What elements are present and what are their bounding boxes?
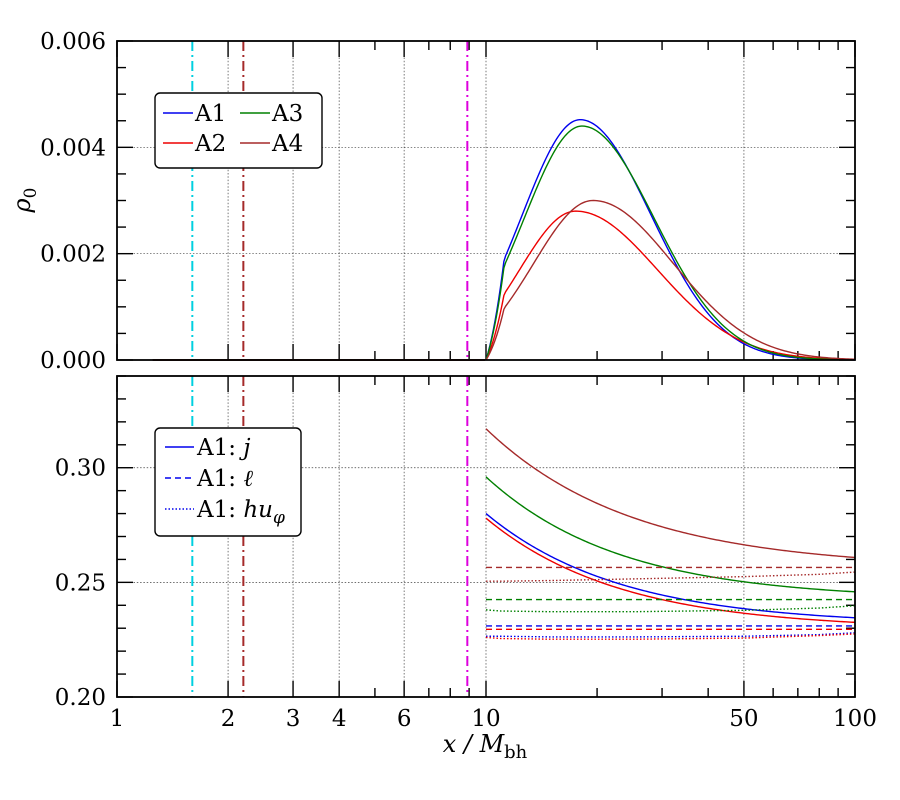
y-tick-label: 0.002 xyxy=(40,242,106,268)
x-tick-label: 3 xyxy=(286,706,301,732)
legend-prefix: A1: xyxy=(196,466,243,492)
y-tick-label: 0.30 xyxy=(55,456,106,482)
series-line xyxy=(485,513,856,619)
x-tick-label: 10 xyxy=(471,706,500,732)
series-line xyxy=(485,476,856,593)
ylabel-main: ρ xyxy=(8,198,36,213)
y-tick-label: 0.004 xyxy=(40,135,106,161)
legend-symbol: ℓ xyxy=(243,466,253,492)
series-line xyxy=(486,632,856,638)
y-tick-label: 0.000 xyxy=(40,348,106,374)
bottom-xlabel: x / Mbh xyxy=(443,730,528,763)
legend-label: A1: huφ xyxy=(196,497,285,528)
legend-label: A4 xyxy=(271,131,303,157)
legend-box xyxy=(154,427,302,537)
plot-frame xyxy=(116,375,856,698)
legend-label: A3 xyxy=(271,101,303,127)
x-tick-label: 1 xyxy=(110,706,125,732)
series-line xyxy=(485,517,856,624)
x-tick-label: 4 xyxy=(332,706,347,732)
y-tick-label: 0.006 xyxy=(40,29,106,55)
series-line xyxy=(152,199,856,361)
top-ylabel: ρ0 xyxy=(8,188,41,214)
xlabel-sub: bh xyxy=(504,742,528,763)
legend-label: A1: j xyxy=(196,435,250,461)
x-tick-label: 50 xyxy=(729,706,758,732)
legend-symbol: hu xyxy=(243,497,273,523)
legend-label: A1: ℓ xyxy=(196,466,253,492)
legend-prefix: A1: xyxy=(196,435,243,461)
y-tick-label: 0.25 xyxy=(55,570,106,596)
series-line xyxy=(485,428,856,559)
series-line xyxy=(485,633,856,640)
legend-label: A1 xyxy=(194,101,226,127)
top-panel: 0.000 0.002 0.004 0.006 A1 A3 A2 A4 xyxy=(40,29,856,374)
series-line xyxy=(485,605,856,613)
legend-box xyxy=(154,92,323,169)
plot-frame xyxy=(116,40,856,361)
x-tick-label: 2 xyxy=(221,706,236,732)
y-tick-label: 0.20 xyxy=(55,685,106,711)
series-line xyxy=(486,571,856,582)
ylabel-sub: 0 xyxy=(21,188,41,199)
x-tick-label: 6 xyxy=(397,706,412,732)
legend-symbol-sub: φ xyxy=(273,508,285,528)
x-tick-label: 100 xyxy=(833,706,877,732)
xlabel-main: x / M xyxy=(443,730,506,758)
legend-label: A2 xyxy=(194,131,226,157)
legend-prefix: A1: xyxy=(196,497,243,523)
series-line xyxy=(152,210,856,361)
